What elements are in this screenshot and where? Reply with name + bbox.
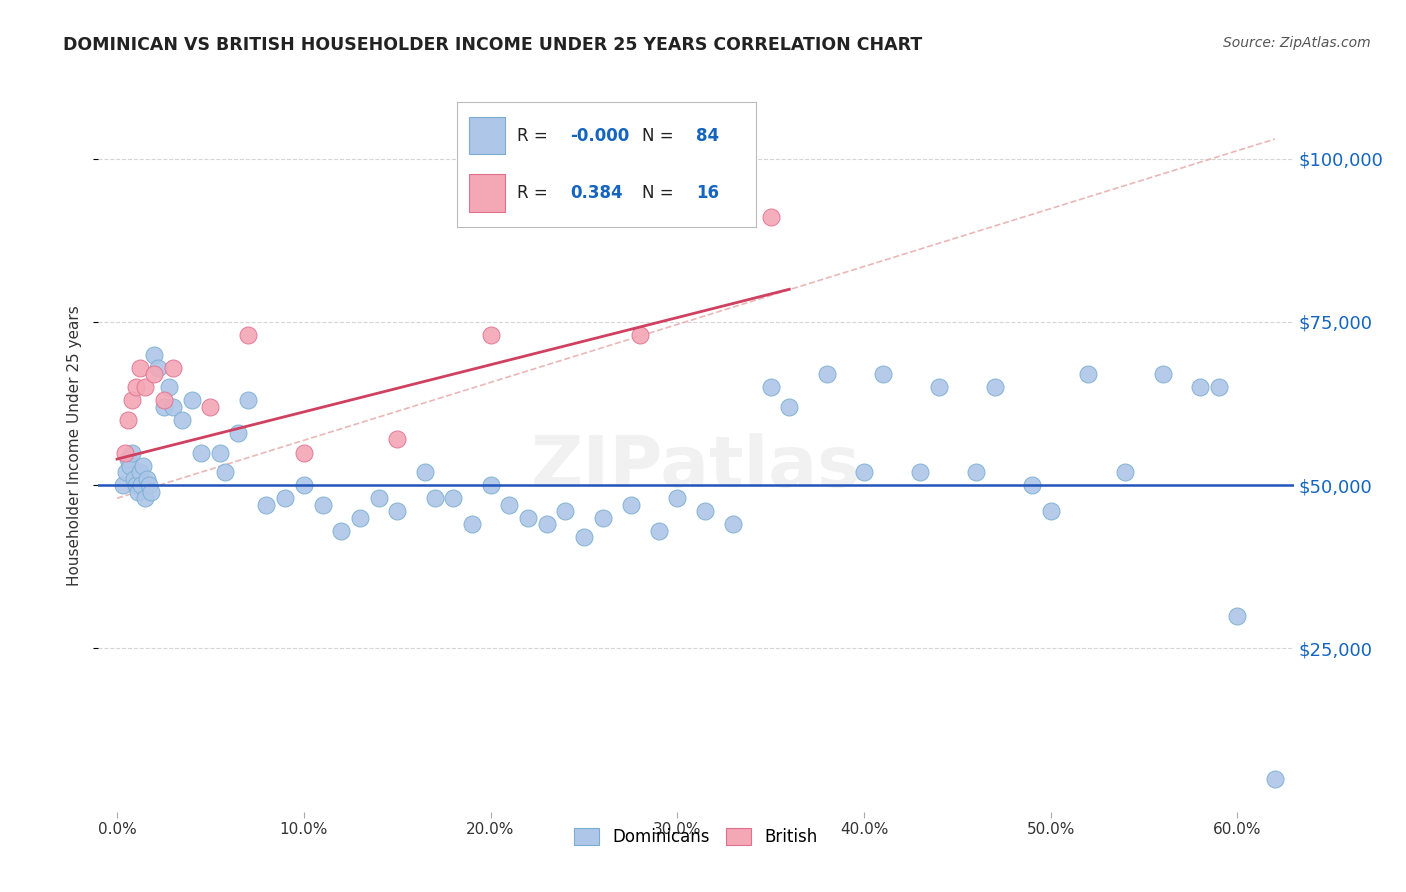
British <box>479 328 502 343</box>
Legend: Dominicans, British: Dominicans, British <box>565 820 827 855</box>
Dominicans <box>152 400 174 414</box>
British <box>200 400 222 414</box>
Dominicans <box>554 504 576 518</box>
British <box>114 445 136 459</box>
Dominicans <box>274 491 297 506</box>
Dominicans <box>647 524 669 538</box>
Dominicans <box>111 478 134 492</box>
British <box>236 328 259 343</box>
Dominicans <box>778 400 800 414</box>
Dominicans <box>984 380 1007 394</box>
Dominicans <box>516 511 538 525</box>
Dominicans <box>292 478 315 492</box>
British <box>125 380 148 394</box>
Dominicans <box>330 524 353 538</box>
Dominicans <box>1152 367 1174 381</box>
Dominicans <box>928 380 950 394</box>
Dominicans <box>117 452 139 467</box>
Dominicans <box>127 484 149 499</box>
Dominicans <box>1189 380 1212 394</box>
Dominicans <box>1077 367 1099 381</box>
Dominicans <box>148 360 170 375</box>
Text: ZIPatlas: ZIPatlas <box>531 434 860 502</box>
British <box>628 328 651 343</box>
British <box>292 445 315 459</box>
British <box>117 413 139 427</box>
British <box>152 393 174 408</box>
Dominicans <box>1039 504 1062 518</box>
Dominicans <box>214 465 236 479</box>
British <box>385 433 409 447</box>
Dominicans <box>115 465 138 479</box>
Dominicans <box>723 517 745 532</box>
Dominicans <box>131 478 153 492</box>
Dominicans <box>965 465 987 479</box>
Dominicans <box>128 465 150 479</box>
Dominicans <box>479 478 502 492</box>
Dominicans <box>157 380 180 394</box>
Dominicans <box>423 491 446 506</box>
British <box>128 360 150 375</box>
Dominicans <box>385 504 409 518</box>
Dominicans <box>256 498 278 512</box>
British <box>759 211 782 225</box>
Dominicans <box>536 517 558 532</box>
Dominicans <box>441 491 464 506</box>
Dominicans <box>498 498 520 512</box>
Dominicans <box>695 504 717 518</box>
Dominicans <box>190 445 212 459</box>
Dominicans <box>138 478 160 492</box>
Dominicans <box>572 530 595 544</box>
Dominicans <box>1114 465 1136 479</box>
British <box>143 367 166 381</box>
Dominicans <box>853 465 876 479</box>
Dominicans <box>872 367 894 381</box>
Dominicans <box>1264 772 1286 786</box>
Dominicans <box>172 413 194 427</box>
Dominicans <box>815 367 838 381</box>
Dominicans <box>367 491 389 506</box>
Text: DOMINICAN VS BRITISH HOUSEHOLDER INCOME UNDER 25 YEARS CORRELATION CHART: DOMINICAN VS BRITISH HOUSEHOLDER INCOME … <box>63 36 922 54</box>
Dominicans <box>461 517 484 532</box>
Dominicans <box>1021 478 1043 492</box>
Dominicans <box>136 472 159 486</box>
Dominicans <box>143 347 166 362</box>
Dominicans <box>413 465 436 479</box>
Dominicans <box>1226 608 1249 623</box>
Dominicans <box>162 400 184 414</box>
Dominicans <box>311 498 333 512</box>
British <box>162 360 184 375</box>
Dominicans <box>620 498 643 512</box>
Dominicans <box>236 393 259 408</box>
Text: Source: ZipAtlas.com: Source: ZipAtlas.com <box>1223 36 1371 50</box>
Dominicans <box>592 511 614 525</box>
Y-axis label: Householder Income Under 25 years: Householder Income Under 25 years <box>67 306 83 586</box>
Dominicans <box>208 445 231 459</box>
Dominicans <box>139 484 162 499</box>
Dominicans <box>1208 380 1230 394</box>
Dominicans <box>228 425 250 440</box>
Dominicans <box>134 491 156 506</box>
Dominicans <box>349 511 371 525</box>
Dominicans <box>125 478 148 492</box>
Dominicans <box>908 465 931 479</box>
Dominicans <box>666 491 689 506</box>
British <box>134 380 156 394</box>
British <box>121 393 143 408</box>
Dominicans <box>132 458 155 473</box>
Dominicans <box>180 393 202 408</box>
Dominicans <box>759 380 782 394</box>
Dominicans <box>122 472 145 486</box>
Dominicans <box>121 445 143 459</box>
Dominicans <box>120 458 142 473</box>
